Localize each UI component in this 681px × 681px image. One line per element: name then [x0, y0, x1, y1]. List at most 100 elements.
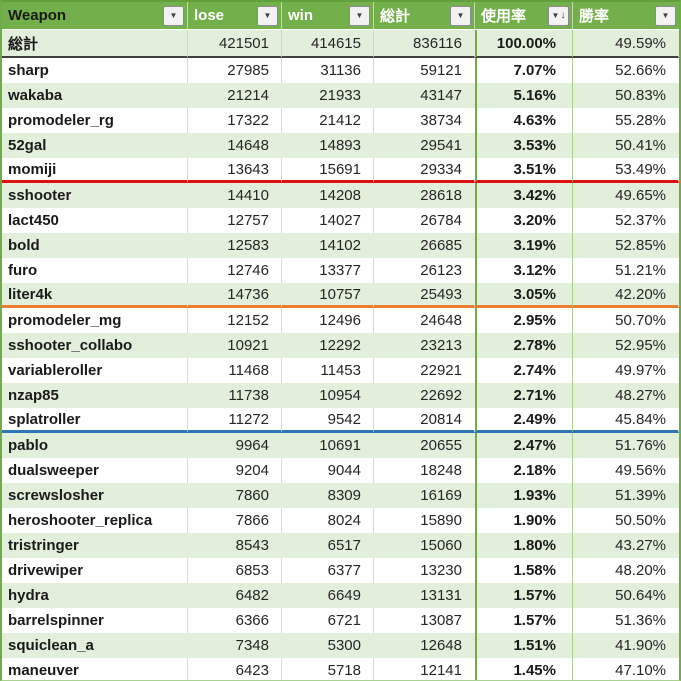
- cell-weapon-name[interactable]: sshooter: [2, 183, 188, 208]
- cell-usage-rate[interactable]: 3.05%: [475, 283, 573, 308]
- cell-usage-rate[interactable]: 4.63%: [475, 108, 573, 133]
- cell-total-count[interactable]: 20655: [374, 433, 475, 458]
- cell-win-rate[interactable]: 51.36%: [573, 608, 679, 633]
- cell-win-count[interactable]: 10691: [282, 433, 374, 458]
- cell-total-count[interactable]: 15890: [374, 508, 475, 533]
- cell-win-count[interactable]: 13377: [282, 258, 374, 283]
- cell-win-rate[interactable]: 49.56%: [573, 458, 679, 483]
- cell-win-rate[interactable]: 51.39%: [573, 483, 679, 508]
- cell-weapon-name[interactable]: screwslosher: [2, 483, 188, 508]
- cell-total-count[interactable]: 15060: [374, 533, 475, 558]
- cell-total-count[interactable]: 38734: [374, 108, 475, 133]
- totals-cell-usage[interactable]: 100.00%: [475, 30, 573, 58]
- cell-lose-count[interactable]: 12757: [188, 208, 282, 233]
- cell-lose-count[interactable]: 12583: [188, 233, 282, 258]
- filter-button-usage-sorted-desc[interactable]: ▼ ↓: [548, 6, 569, 26]
- filter-button-total[interactable]: ▼: [450, 6, 471, 26]
- cell-weapon-name[interactable]: variableroller: [2, 358, 188, 383]
- cell-lose-count[interactable]: 6423: [188, 658, 282, 680]
- cell-weapon-name[interactable]: drivewiper: [2, 558, 188, 583]
- cell-usage-rate[interactable]: 1.51%: [475, 633, 573, 658]
- cell-usage-rate[interactable]: 2.74%: [475, 358, 573, 383]
- cell-win-count[interactable]: 14027: [282, 208, 374, 233]
- cell-win-count[interactable]: 21933: [282, 83, 374, 108]
- cell-usage-rate[interactable]: 2.18%: [475, 458, 573, 483]
- cell-usage-rate[interactable]: 7.07%: [475, 58, 573, 83]
- cell-weapon-name[interactable]: momiji: [2, 158, 188, 183]
- cell-win-count[interactable]: 12292: [282, 333, 374, 358]
- cell-win-rate[interactable]: 49.97%: [573, 358, 679, 383]
- cell-win-rate[interactable]: 50.83%: [573, 83, 679, 108]
- cell-weapon-name[interactable]: splatroller: [2, 408, 188, 433]
- totals-cell-lose[interactable]: 421501: [188, 30, 282, 58]
- totals-cell-total[interactable]: 836116: [374, 30, 475, 58]
- cell-total-count[interactable]: 59121: [374, 58, 475, 83]
- cell-total-count[interactable]: 29334: [374, 158, 475, 183]
- cell-usage-rate[interactable]: 2.78%: [475, 333, 573, 358]
- cell-weapon-name[interactable]: wakaba: [2, 83, 188, 108]
- cell-usage-rate[interactable]: 2.71%: [475, 383, 573, 408]
- cell-lose-count[interactable]: 8543: [188, 533, 282, 558]
- cell-lose-count[interactable]: 11738: [188, 383, 282, 408]
- cell-win-rate[interactable]: 50.41%: [573, 133, 679, 158]
- cell-win-rate[interactable]: 52.85%: [573, 233, 679, 258]
- cell-win-rate[interactable]: 51.76%: [573, 433, 679, 458]
- cell-usage-rate[interactable]: 2.95%: [475, 308, 573, 333]
- cell-lose-count[interactable]: 9964: [188, 433, 282, 458]
- cell-usage-rate[interactable]: 1.80%: [475, 533, 573, 558]
- cell-lose-count[interactable]: 12746: [188, 258, 282, 283]
- cell-lose-count[interactable]: 6482: [188, 583, 282, 608]
- cell-weapon-name[interactable]: sshooter_collabo: [2, 333, 188, 358]
- cell-usage-rate[interactable]: 3.42%: [475, 183, 573, 208]
- cell-usage-rate[interactable]: 1.90%: [475, 508, 573, 533]
- cell-total-count[interactable]: 25493: [374, 283, 475, 308]
- totals-cell-win[interactable]: 414615: [282, 30, 374, 58]
- cell-win-count[interactable]: 14102: [282, 233, 374, 258]
- cell-win-rate[interactable]: 52.95%: [573, 333, 679, 358]
- cell-win-rate[interactable]: 55.28%: [573, 108, 679, 133]
- cell-usage-rate[interactable]: 3.19%: [475, 233, 573, 258]
- cell-usage-rate[interactable]: 2.49%: [475, 408, 573, 433]
- cell-win-rate[interactable]: 48.27%: [573, 383, 679, 408]
- cell-win-count[interactable]: 31136: [282, 58, 374, 83]
- cell-win-rate[interactable]: 53.49%: [573, 158, 679, 183]
- cell-usage-rate[interactable]: 5.16%: [475, 83, 573, 108]
- cell-win-count[interactable]: 11453: [282, 358, 374, 383]
- cell-weapon-name[interactable]: promodeler_mg: [2, 308, 188, 333]
- cell-total-count[interactable]: 20814: [374, 408, 475, 433]
- cell-win-rate[interactable]: 47.10%: [573, 658, 679, 680]
- cell-total-count[interactable]: 43147: [374, 83, 475, 108]
- filter-button-winrate[interactable]: ▼: [655, 6, 676, 26]
- cell-win-rate[interactable]: 41.90%: [573, 633, 679, 658]
- totals-cell-weapon[interactable]: 総計: [2, 30, 188, 58]
- cell-win-count[interactable]: 10954: [282, 383, 374, 408]
- cell-lose-count[interactable]: 6366: [188, 608, 282, 633]
- cell-win-rate[interactable]: 50.70%: [573, 308, 679, 333]
- cell-lose-count[interactable]: 12152: [188, 308, 282, 333]
- cell-win-rate[interactable]: 45.84%: [573, 408, 679, 433]
- cell-total-count[interactable]: 12648: [374, 633, 475, 658]
- cell-win-count[interactable]: 6377: [282, 558, 374, 583]
- cell-lose-count[interactable]: 27985: [188, 58, 282, 83]
- cell-total-count[interactable]: 26784: [374, 208, 475, 233]
- cell-usage-rate[interactable]: 3.12%: [475, 258, 573, 283]
- cell-total-count[interactable]: 26685: [374, 233, 475, 258]
- cell-win-rate[interactable]: 42.20%: [573, 283, 679, 308]
- totals-cell-winrate[interactable]: 49.59%: [573, 30, 679, 58]
- cell-win-count[interactable]: 6517: [282, 533, 374, 558]
- cell-total-count[interactable]: 12141: [374, 658, 475, 680]
- cell-total-count[interactable]: 26123: [374, 258, 475, 283]
- cell-lose-count[interactable]: 7348: [188, 633, 282, 658]
- filter-button-lose[interactable]: ▼: [257, 6, 278, 26]
- cell-total-count[interactable]: 13230: [374, 558, 475, 583]
- cell-lose-count[interactable]: 13643: [188, 158, 282, 183]
- cell-win-rate[interactable]: 51.21%: [573, 258, 679, 283]
- cell-usage-rate[interactable]: 3.53%: [475, 133, 573, 158]
- cell-win-count[interactable]: 5300: [282, 633, 374, 658]
- cell-weapon-name[interactable]: heroshooter_replica: [2, 508, 188, 533]
- cell-lose-count[interactable]: 21214: [188, 83, 282, 108]
- cell-total-count[interactable]: 22921: [374, 358, 475, 383]
- cell-win-rate[interactable]: 48.20%: [573, 558, 679, 583]
- filter-button-win[interactable]: ▼: [349, 6, 370, 26]
- cell-usage-rate[interactable]: 1.93%: [475, 483, 573, 508]
